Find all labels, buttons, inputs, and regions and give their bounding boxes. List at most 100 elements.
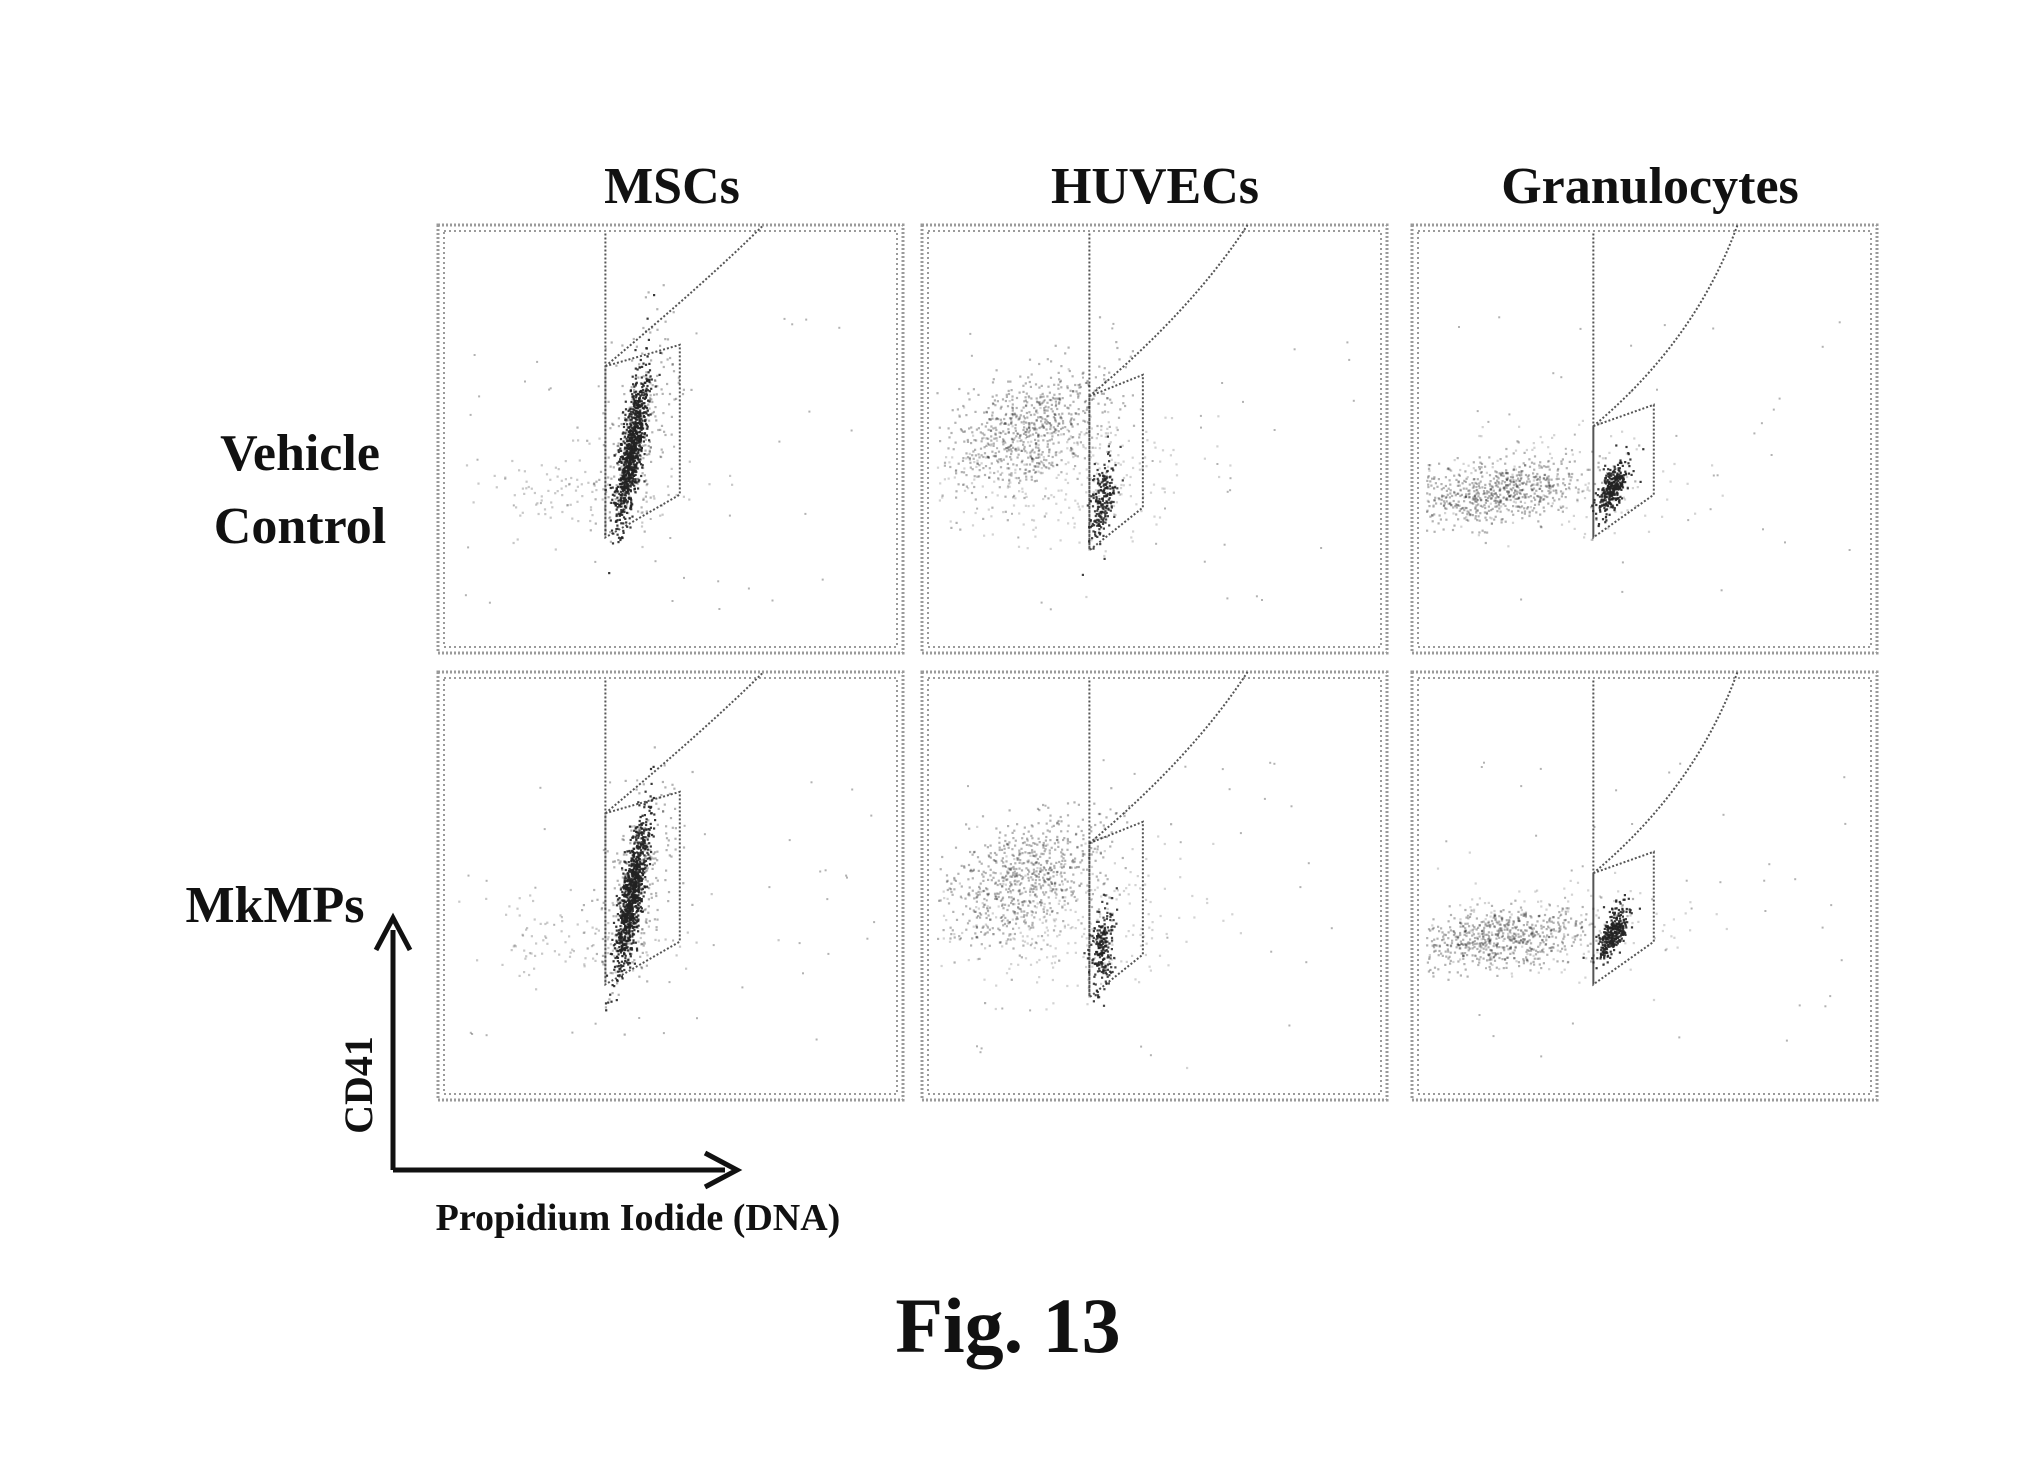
event-dot xyxy=(970,442,972,444)
event-dot xyxy=(656,851,658,853)
event-dot xyxy=(610,953,612,955)
event-dot xyxy=(630,411,632,413)
event-dot xyxy=(485,898,487,900)
event-dot xyxy=(467,546,469,548)
event-dot xyxy=(624,486,626,488)
event-dot xyxy=(1485,499,1487,501)
event-dot xyxy=(577,486,579,488)
event-dot xyxy=(1551,457,1553,459)
event-dot xyxy=(639,458,641,460)
event-dot xyxy=(618,511,620,513)
event-dot xyxy=(1557,509,1559,511)
event-dot xyxy=(1034,480,1036,482)
event-dot xyxy=(1470,514,1472,516)
event-dot xyxy=(1587,486,1589,488)
event-dot xyxy=(1098,498,1100,500)
event-dot xyxy=(1503,475,1505,477)
event-dot xyxy=(982,485,984,487)
event-dot xyxy=(1031,458,1033,460)
event-dot xyxy=(610,466,612,468)
event-dot xyxy=(634,438,636,440)
gate-polygon xyxy=(1593,405,1653,538)
event-dot xyxy=(1431,478,1433,480)
event-dot xyxy=(1055,454,1057,456)
event-dot xyxy=(1126,474,1128,476)
event-dot xyxy=(609,484,611,486)
event-dot xyxy=(1533,507,1535,509)
event-dot xyxy=(639,423,641,425)
event-dot xyxy=(948,461,950,463)
event-dot xyxy=(653,813,655,815)
event-dot xyxy=(1047,386,1049,388)
event-dot xyxy=(1103,555,1105,557)
event-dot xyxy=(645,496,647,498)
event-dot xyxy=(519,515,521,517)
event-dot xyxy=(976,460,978,462)
event-dot xyxy=(1164,508,1166,510)
event-dot xyxy=(1539,488,1541,490)
event-dot xyxy=(995,434,997,436)
event-dot xyxy=(1488,506,1490,508)
event-dot xyxy=(617,449,619,451)
event-dot xyxy=(1048,467,1050,469)
event-dot xyxy=(640,399,642,401)
event-dot xyxy=(571,518,573,520)
event-dot xyxy=(1216,445,1218,447)
event-dot xyxy=(657,429,659,431)
event-dot xyxy=(629,517,631,519)
event-dot xyxy=(1605,509,1607,511)
event-dot xyxy=(1103,374,1105,376)
event-dot xyxy=(1154,447,1156,449)
event-dot xyxy=(1530,485,1532,487)
event-dot xyxy=(1118,358,1120,360)
event-dot xyxy=(1553,463,1555,465)
event-dot xyxy=(1078,408,1080,410)
event-dot xyxy=(530,952,532,954)
event-dot xyxy=(949,466,951,468)
event-dot xyxy=(616,999,618,1001)
event-dot xyxy=(617,900,619,902)
event-dot xyxy=(615,498,617,500)
event-dot xyxy=(1450,489,1452,491)
event-dot xyxy=(647,880,649,882)
event-dot xyxy=(973,486,975,488)
event-dot xyxy=(523,950,525,952)
event-dot xyxy=(1438,463,1440,465)
event-dot xyxy=(988,509,990,511)
event-dot xyxy=(614,860,616,862)
event-dot xyxy=(623,393,625,395)
event-dot xyxy=(1447,494,1449,496)
event-dot xyxy=(1055,503,1057,505)
event-dot xyxy=(1032,427,1034,429)
event-dot xyxy=(1061,459,1063,461)
event-dot xyxy=(1111,402,1113,404)
event-dot xyxy=(975,512,977,514)
event-dot xyxy=(524,470,526,472)
event-dot xyxy=(631,398,633,400)
event-dot xyxy=(1031,422,1033,424)
event-dot xyxy=(650,856,652,858)
event-dot xyxy=(628,878,630,880)
event-dot xyxy=(1459,510,1461,512)
gate-curve xyxy=(605,672,763,813)
event-dot xyxy=(623,437,625,439)
event-dot xyxy=(1096,536,1098,538)
event-dot xyxy=(1047,446,1049,448)
event-dot xyxy=(628,437,630,439)
event-dot xyxy=(561,494,563,496)
event-dot xyxy=(1130,476,1132,478)
event-dot xyxy=(633,926,635,928)
event-dot xyxy=(621,488,623,490)
event-dot xyxy=(653,766,655,768)
event-dot xyxy=(616,852,618,854)
event-dot xyxy=(1082,574,1084,576)
event-dot xyxy=(1502,518,1504,520)
event-dot xyxy=(589,520,591,522)
event-dot xyxy=(741,986,743,988)
event-dot xyxy=(1523,462,1525,464)
event-dot xyxy=(1492,466,1494,468)
event-dot xyxy=(988,407,990,409)
event-dot xyxy=(627,946,629,948)
event-dot xyxy=(613,955,615,957)
event-dot xyxy=(1536,495,1538,497)
